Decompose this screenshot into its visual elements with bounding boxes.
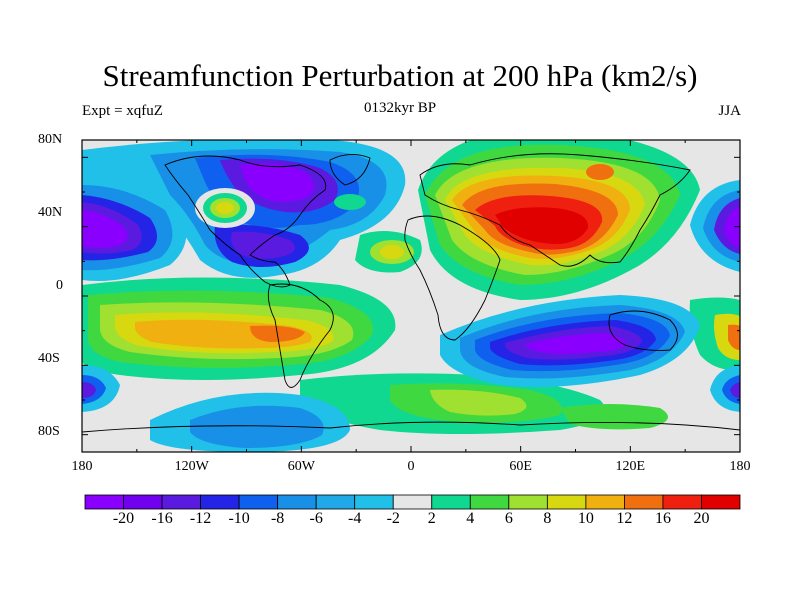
north-pacific-low — [82, 174, 740, 281]
antarctic-low — [82, 365, 740, 452]
colorbar-swatch — [277, 494, 317, 510]
south-pacific-high — [82, 277, 396, 380]
colorbar-label: -4 — [348, 510, 362, 527]
colorbar-swatch — [315, 494, 356, 510]
colorbar-label: -12 — [189, 510, 212, 527]
contour-field — [82, 140, 740, 452]
x-tick-label: 120W — [174, 459, 209, 474]
colorbar-label: 10 — [577, 510, 594, 527]
x-tick-label: 120E — [615, 459, 646, 474]
eurasia-high — [418, 140, 700, 300]
indian-ocean-low — [440, 295, 700, 388]
colorbar-label: -8 — [270, 510, 285, 527]
colorbar-label: 16 — [654, 510, 671, 527]
y-tick-label: 0 — [56, 278, 63, 293]
colorbar-swatch — [701, 494, 741, 510]
colorbar-label: 12 — [616, 510, 633, 527]
colorbar-swatch — [161, 494, 201, 510]
season-label: JJA — [718, 103, 741, 119]
colorbar-swatch — [662, 494, 702, 510]
colorbar-label: -2 — [386, 510, 400, 527]
period-label: 0132kyr BP — [363, 100, 437, 116]
colorbar-swatch — [200, 494, 240, 510]
colorbar-swatch — [84, 494, 124, 510]
x-tick-label: 0 — [407, 459, 415, 474]
colorbar-swatch — [392, 494, 433, 510]
y-tick-label: 80S — [38, 424, 60, 439]
colorbar-label: 6 — [504, 510, 513, 527]
x-tick-label: 180 — [729, 459, 751, 474]
colorbar-label: -6 — [309, 510, 323, 527]
x-tick-label: 60W — [287, 459, 315, 474]
y-tick-label: 80N — [38, 132, 63, 147]
colorbar-swatch — [431, 494, 471, 510]
y-tick-label: 40N — [38, 205, 63, 220]
colorbar-label: -20 — [112, 510, 135, 527]
y-tick-label: 40S — [38, 351, 60, 366]
colorbar-swatch — [546, 494, 587, 510]
colorbar-label: 2 — [427, 510, 436, 527]
colorbar-label: 8 — [543, 510, 552, 527]
colorbar-swatch — [624, 494, 664, 510]
colorbar-swatch — [585, 494, 625, 510]
x-tick-label: 180 — [71, 459, 93, 474]
tick-marks — [81, 140, 741, 452]
coastlines — [82, 153, 740, 433]
colorbar-label: -10 — [228, 510, 250, 527]
colorbar-label: -16 — [151, 510, 173, 527]
figure-title: Streamfunction Perturbation at 200 hPa (… — [102, 58, 698, 93]
colorbar-swatch — [123, 494, 163, 510]
colorbar — [84, 494, 741, 510]
x-tick-label: 60E — [509, 459, 532, 474]
colorbar-swatch — [469, 494, 510, 510]
experiment-label: Expt = xqfuZ — [82, 103, 163, 119]
ne-pacific-high — [195, 188, 255, 228]
colorbar-swatch — [354, 494, 394, 510]
colorbar-swatch — [508, 494, 548, 510]
colorbar-swatch — [238, 494, 279, 510]
colorbar-label: 4 — [466, 510, 475, 527]
colorbar-label: 20 — [693, 510, 710, 527]
